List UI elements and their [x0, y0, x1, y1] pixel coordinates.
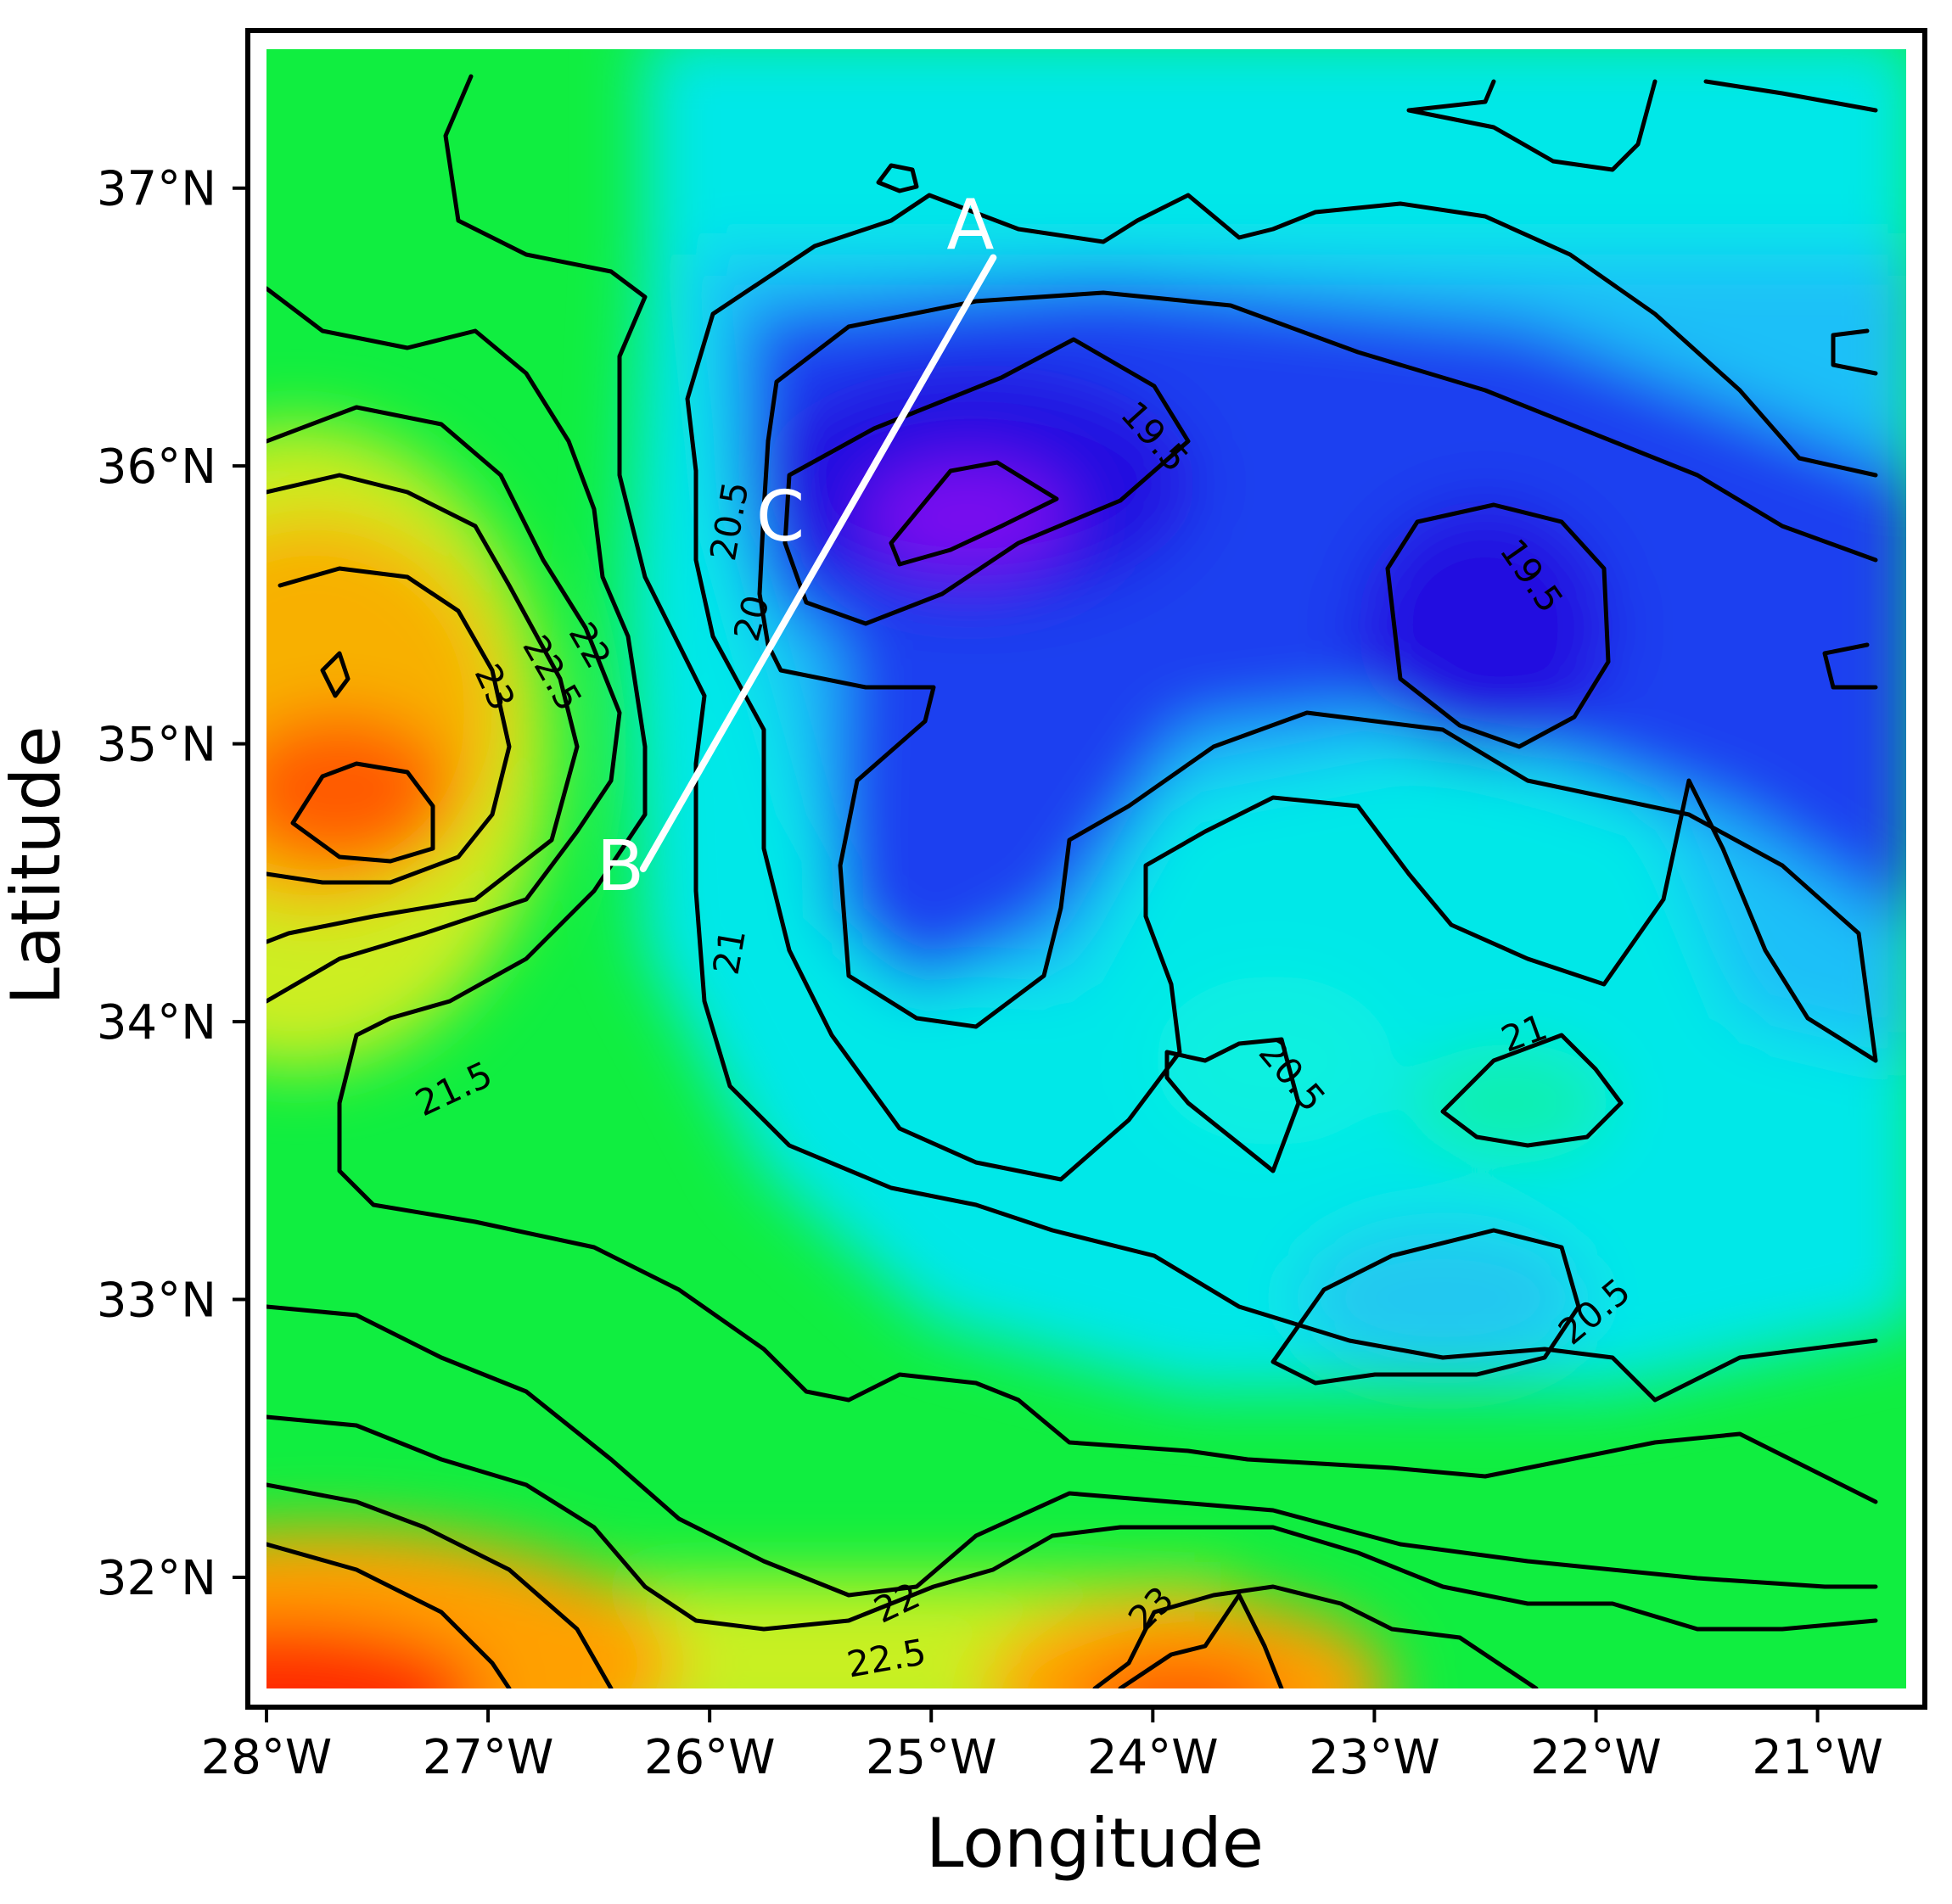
- x-tick-label: 26°W: [644, 1730, 776, 1785]
- transect-line: [639, 254, 997, 872]
- y-tick-label: 37°N: [97, 162, 216, 217]
- transect-end-label: B: [597, 826, 644, 907]
- x-tick-label: 24°W: [1087, 1730, 1219, 1785]
- x-tick-label: 27°W: [423, 1730, 554, 1785]
- sst-heatmap: [266, 49, 1906, 1688]
- transect: A B C: [597, 186, 997, 907]
- contour-label: 21: [705, 926, 754, 977]
- x-tick-label: 21°W: [1752, 1730, 1883, 1785]
- plot-frame: [245, 28, 1927, 1710]
- y-tick-label: 35°N: [97, 718, 216, 773]
- transect-mid-label: C: [756, 477, 805, 557]
- x-axis-title: Longitude: [926, 1804, 1264, 1883]
- y-tick-label: 33°N: [97, 1274, 216, 1329]
- y-tick-label: 34°N: [97, 995, 216, 1050]
- x-tick-label: 22°W: [1530, 1730, 1662, 1785]
- y-tick-label: 36°N: [97, 440, 216, 495]
- x-tick-label: 25°W: [866, 1730, 997, 1785]
- x-axis: 28°W 27°W 26°W 25°W 24°W 23°W 22°W 21°W: [201, 1707, 1883, 1785]
- y-tick-label: 32°N: [97, 1551, 216, 1606]
- x-tick-label: 28°W: [201, 1730, 333, 1785]
- x-tick-label: 23°W: [1309, 1730, 1440, 1785]
- transect-start-label: A: [946, 186, 994, 266]
- y-axis: 37°N 36°N 35°N 34°N 33°N 32°N: [97, 162, 248, 1606]
- contour-lines: [266, 74, 1878, 1688]
- y-axis-title: Latitude: [0, 725, 76, 1005]
